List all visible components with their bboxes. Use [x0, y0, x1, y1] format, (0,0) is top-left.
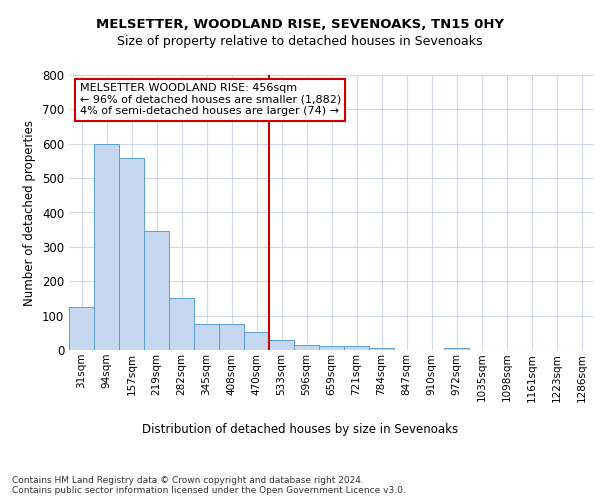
- Bar: [319, 346, 344, 350]
- Bar: [269, 340, 294, 350]
- Bar: [169, 298, 194, 350]
- Bar: [144, 230, 169, 350]
- Bar: [69, 307, 94, 350]
- Bar: [369, 348, 394, 350]
- Bar: [294, 345, 319, 350]
- Text: Size of property relative to detached houses in Sevenoaks: Size of property relative to detached ho…: [117, 35, 483, 48]
- Bar: [94, 144, 119, 350]
- Text: MELSETTER WOODLAND RISE: 456sqm
← 96% of detached houses are smaller (1,882)
4% : MELSETTER WOODLAND RISE: 456sqm ← 96% of…: [79, 83, 341, 116]
- Text: Contains HM Land Registry data © Crown copyright and database right 2024.
Contai: Contains HM Land Registry data © Crown c…: [12, 476, 406, 495]
- Bar: [194, 324, 219, 350]
- Bar: [219, 324, 244, 350]
- Text: Distribution of detached houses by size in Sevenoaks: Distribution of detached houses by size …: [142, 422, 458, 436]
- Text: MELSETTER, WOODLAND RISE, SEVENOAKS, TN15 0HY: MELSETTER, WOODLAND RISE, SEVENOAKS, TN1…: [96, 18, 504, 30]
- Bar: [444, 348, 469, 350]
- Bar: [344, 346, 369, 350]
- Bar: [119, 158, 144, 350]
- Y-axis label: Number of detached properties: Number of detached properties: [23, 120, 37, 306]
- Bar: [244, 332, 269, 350]
